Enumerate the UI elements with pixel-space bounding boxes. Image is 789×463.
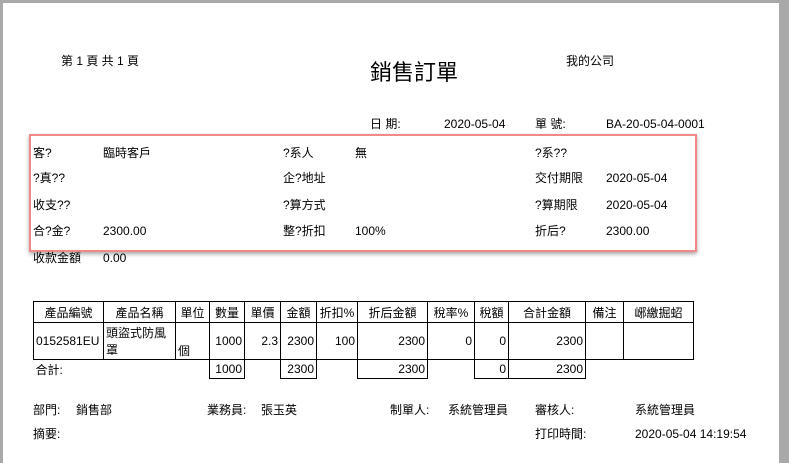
- page-indicator: 第 1 頁 共 1 頁: [61, 54, 140, 68]
- items-table: 產品編號 產品名稱 單位 數量 單價 金額 折扣% 折后金額 稅率% 稅額 合計金額 備注 峫繳掘蛁 0…: [33, 301, 694, 379]
- column-header: 單位: [175, 301, 210, 323]
- field-label: 合?金?: [33, 224, 71, 238]
- maker-value: 系統管理員: [448, 403, 509, 417]
- table-row: 0152581EU 頭盜式防風罩個 1000 2.3 2300 100 2300 0 0 2300: [33, 322, 694, 360]
- order-no-label: 單 號:: [535, 117, 566, 131]
- print-time-value: 2020-05-04 14:19:54: [635, 427, 747, 441]
- field-label: 企?地址: [283, 171, 326, 185]
- table-cell: 頭盜式防風罩: [103, 322, 176, 360]
- field-value: 2020-05-04: [606, 198, 668, 212]
- field-value: 0.00: [103, 251, 127, 265]
- table-cell: [585, 322, 624, 360]
- column-header: 折后金額: [357, 301, 428, 323]
- memo-label: 摘要:: [33, 427, 61, 441]
- table-cell: 2300: [357, 322, 428, 360]
- date-label: 日 期:: [370, 117, 401, 131]
- column-header: 金額: [280, 301, 317, 323]
- auditor-value: 系統管理員: [635, 403, 696, 417]
- field-label: 整?折扣: [283, 224, 326, 238]
- company-name: 我的公司: [566, 54, 615, 68]
- column-header: 數量: [209, 301, 245, 323]
- dept-value: 銷售部: [76, 403, 113, 417]
- field-label: ?真??: [33, 171, 66, 185]
- maker-label: 制單人:: [390, 403, 430, 417]
- field-value: 臨時客戶: [103, 146, 152, 160]
- field-label: ?系人: [283, 146, 314, 160]
- column-header: 稅額: [474, 301, 509, 323]
- field-label: 客?: [33, 146, 52, 160]
- order-no-value: BA-20-05-04-0001: [606, 117, 705, 131]
- column-header: 稅率%: [427, 301, 475, 323]
- field-label: ?系??: [535, 146, 568, 160]
- column-header: 備注: [585, 301, 624, 323]
- table-cell: 0: [427, 322, 475, 360]
- table-cell: 個: [175, 322, 210, 360]
- total-label: 合計:: [35, 362, 63, 377]
- totals-row: 合計: 1000 2300 2300 0 2300: [34, 359, 694, 379]
- column-header: 單價: [244, 301, 281, 323]
- total-after-discount: 2300: [357, 359, 428, 379]
- field-label: 交付期限: [535, 171, 584, 185]
- field-value: 2300.00: [103, 224, 147, 238]
- table-cell: [623, 322, 694, 360]
- table-cell: 2.3: [244, 322, 281, 360]
- field-label: 收款金額: [33, 251, 82, 265]
- sales-label: 業務員:: [207, 403, 247, 417]
- column-header: 產品編號: [33, 301, 104, 323]
- field-value: 無: [355, 146, 368, 160]
- table-cell: 2300: [280, 322, 317, 360]
- page-title: 銷售訂單: [370, 60, 459, 85]
- auditor-label: 審核人:: [535, 403, 575, 417]
- total-sum: 2300: [508, 359, 586, 379]
- field-label: ?算方式: [283, 198, 326, 212]
- column-header: 合計金額: [508, 301, 586, 323]
- total-qty: 1000: [209, 359, 245, 379]
- field-label: 收支??: [33, 198, 71, 212]
- field-label: ?算期限: [535, 198, 578, 212]
- total-tax: 0: [474, 359, 509, 379]
- date-value: 2020-05-04: [444, 117, 506, 131]
- column-header: 產品名稱: [103, 301, 176, 323]
- table-cell: 2300: [508, 322, 586, 360]
- field-value: 2020-05-04: [606, 171, 668, 185]
- report-page: 第 1 頁 共 1 頁 銷售訂單 我的公司 日 期: 2020-05-04 單 …: [3, 3, 779, 463]
- table-cell: 100: [316, 322, 358, 360]
- total-amount: 2300: [280, 359, 317, 379]
- table-cell: 1000: [209, 322, 245, 360]
- dept-label: 部門:: [33, 403, 61, 417]
- table-cell: 0152581EU: [33, 322, 104, 360]
- table-cell: 0: [474, 322, 509, 360]
- sales-value: 張玉英: [261, 403, 298, 417]
- field-value: 2300.00: [606, 224, 650, 238]
- field-label: 折后?: [535, 224, 566, 238]
- field-value: 100%: [355, 224, 386, 238]
- print-time-label: 打印時間:: [535, 427, 587, 441]
- column-header: 峫繳掘蛁: [623, 301, 694, 323]
- column-header: 折扣%: [316, 301, 358, 323]
- highlight-box: [29, 134, 697, 252]
